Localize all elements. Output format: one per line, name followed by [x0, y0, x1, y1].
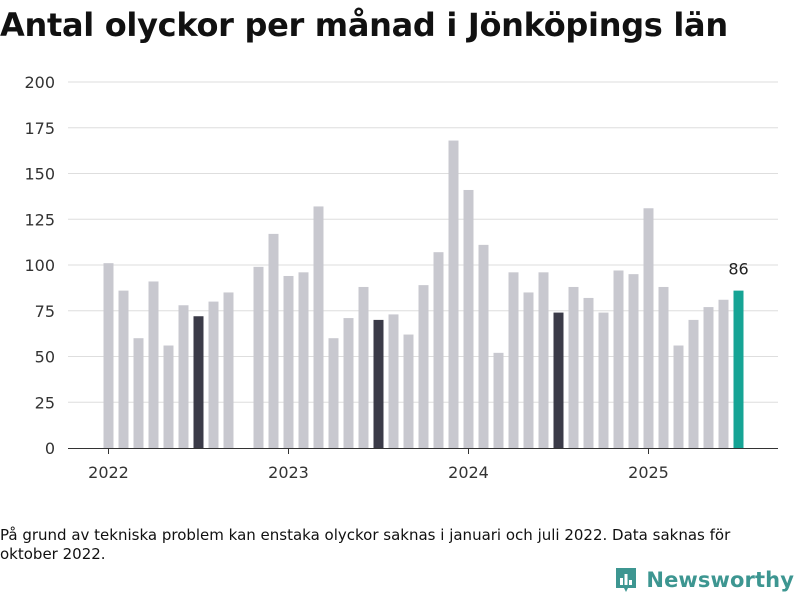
value-labels: 86: [728, 260, 748, 279]
bar: [298, 272, 309, 448]
bar: [103, 263, 114, 448]
bar: [643, 208, 654, 448]
bar: [703, 307, 714, 448]
bar: [733, 290, 744, 448]
bar: [268, 233, 279, 448]
brand-name: Newsworthy: [646, 568, 794, 592]
x-tick-label: 2024: [448, 463, 489, 480]
bar: [418, 285, 429, 448]
bar: [553, 312, 564, 448]
bar: [178, 305, 189, 448]
bar: [163, 345, 174, 448]
y-tick-label: 0: [45, 439, 55, 458]
y-tick-label: 50: [35, 348, 55, 367]
bar: [478, 244, 489, 448]
y-tick-label: 175: [24, 119, 55, 138]
bar: [118, 290, 129, 448]
bar: [658, 286, 669, 448]
bar: [673, 345, 684, 448]
bar: [223, 292, 234, 448]
bar: [433, 252, 444, 448]
y-tick-label: 75: [35, 302, 55, 321]
bar: [583, 297, 594, 448]
bar: [313, 206, 324, 448]
bar: [493, 352, 504, 448]
y-tick-label: 150: [24, 165, 55, 184]
y-axis-ticks: 0 25 50 75 100 125 150 175 200: [24, 73, 55, 458]
bar: [718, 299, 729, 448]
latest-value-label: 86: [728, 260, 748, 279]
bars: [103, 140, 744, 448]
bar: [508, 272, 519, 448]
brand[interactable]: Newsworthy: [614, 566, 794, 594]
y-tick-label: 25: [35, 393, 55, 412]
bar: [463, 189, 474, 448]
bar: [403, 334, 414, 448]
bar: [538, 272, 549, 448]
bar: [193, 316, 204, 448]
bar: [688, 319, 699, 448]
bar: [448, 140, 459, 448]
bar: [568, 286, 579, 448]
y-tick-label: 125: [24, 210, 55, 229]
bar: [253, 266, 264, 448]
bar: [208, 301, 219, 448]
bar: [613, 270, 624, 448]
y-tick-label: 200: [24, 73, 55, 92]
footnote: På grund av tekniska problem kan enstaka…: [0, 526, 731, 563]
bar: [523, 292, 534, 448]
x-axis-ticks: 2022 2023 2024 2025: [88, 448, 669, 480]
bar-chart-logo-icon: [616, 568, 637, 592]
x-tick-label: 2025: [628, 463, 669, 480]
bar: [283, 275, 294, 448]
bar: [358, 286, 369, 448]
bar: [628, 274, 639, 448]
bar: [373, 319, 384, 448]
y-tick-label: 100: [24, 256, 55, 275]
bar: [598, 312, 609, 448]
bar: [343, 318, 354, 448]
x-tick-label: 2022: [88, 463, 129, 480]
bar: [133, 338, 144, 448]
bar: [388, 314, 399, 448]
bar: [148, 281, 159, 448]
bar: [328, 338, 339, 448]
x-tick-label: 2023: [268, 463, 309, 480]
chart-title: Antal olyckor per månad i Jönköpings län: [0, 6, 728, 44]
